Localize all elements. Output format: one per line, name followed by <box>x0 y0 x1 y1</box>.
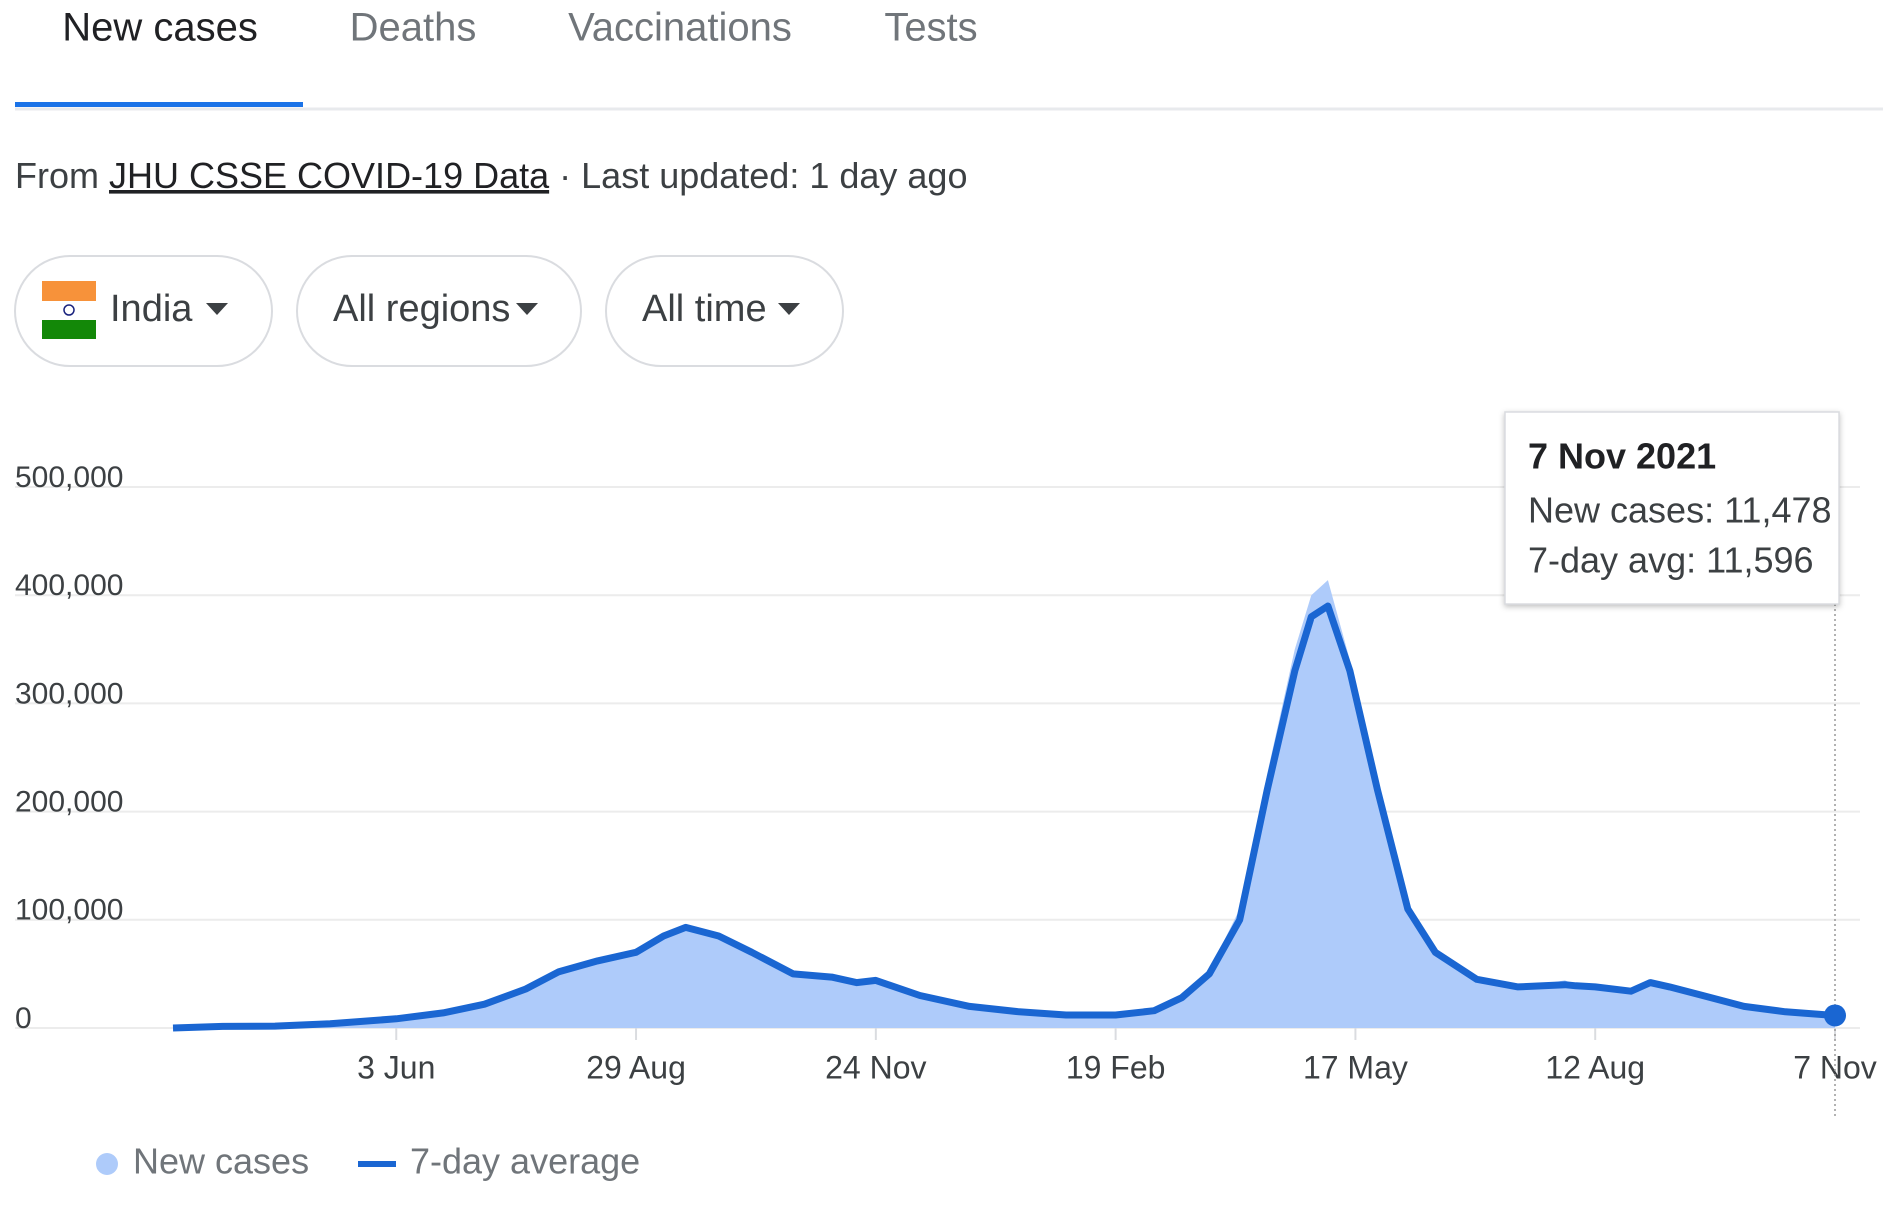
filter-pill[interactable] <box>605 255 844 367</box>
x-tick-label: 12 Aug <box>1545 1049 1645 1085</box>
y-tick-label: 0 <box>15 1002 32 1035</box>
filter-label[interactable]: All time <box>642 288 767 330</box>
x-tick-label: 24 Nov <box>825 1049 926 1085</box>
tab[interactable]: Tests <box>884 6 977 50</box>
tab[interactable]: Deaths <box>350 6 477 50</box>
y-tick-label: 200,000 <box>15 786 123 819</box>
x-tick-label: 19 Feb <box>1066 1049 1166 1085</box>
tooltip-box <box>1504 411 1840 605</box>
tooltip-line: New cases: 11,478 <box>1528 490 1832 531</box>
y-tick-label: 500,000 <box>15 461 123 494</box>
x-tick-label: 17 May <box>1303 1049 1408 1085</box>
filter-label[interactable]: All regions <box>333 288 510 330</box>
hover-dot <box>1824 1004 1846 1027</box>
source-link[interactable]: JHU CSSE COVID-19 Data <box>109 155 550 196</box>
legend-swatch <box>96 1153 118 1175</box>
tooltip-line: 7-day avg: 11,596 <box>1528 540 1814 581</box>
y-tick-label: 300,000 <box>15 677 123 710</box>
filter-pill[interactable] <box>296 255 582 367</box>
source-text: From JHU CSSE COVID-19 Data · Last updat… <box>15 155 967 196</box>
flag <box>42 281 96 339</box>
tab[interactable]: Vaccinations <box>568 6 792 50</box>
tab-indicator <box>15 102 303 107</box>
tab[interactable]: New cases <box>62 6 258 50</box>
legend-swatch <box>358 1161 396 1167</box>
area <box>173 580 1835 1028</box>
tooltip-title: 7 Nov 2021 <box>1528 436 1716 477</box>
dropdown-arrow <box>206 303 228 315</box>
legend-label: 7-day average <box>410 1141 640 1182</box>
source-suffix: · Last updated: 1 day ago <box>559 155 967 196</box>
dropdown-arrow <box>778 303 800 315</box>
x-tick-label: 3 Jun <box>357 1049 435 1085</box>
chart: 0 100,000 200,000 300,000 400,000 500,000 3 Ju… <box>15 461 1877 1182</box>
filter-label[interactable]: India <box>110 288 193 330</box>
source-prefix: From <box>15 155 99 196</box>
legend-label: New cases <box>133 1141 309 1182</box>
tooltip: 7 Nov 2021 New cases: 11,478 7-day avg: … <box>1504 411 1840 605</box>
y-tick-label: 100,000 <box>15 894 123 927</box>
y-tick-label: 400,000 <box>15 569 123 602</box>
dropdown-arrow <box>516 303 538 315</box>
line <box>172 602 1836 1032</box>
x-tick-label: 29 Aug <box>586 1049 686 1085</box>
